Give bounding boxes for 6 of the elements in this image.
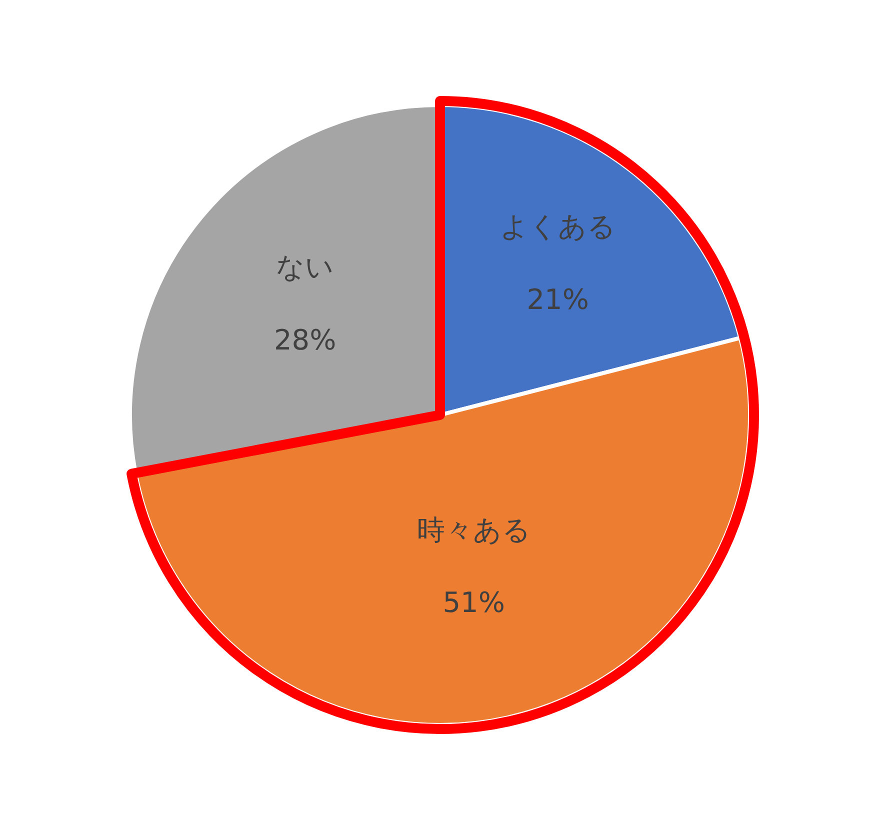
- data-label: 28%: [274, 323, 336, 356]
- slice-label: よくある: [500, 210, 616, 244]
- data-label: 51%: [442, 586, 505, 620]
- slice-label: 時々ある: [416, 513, 531, 546]
- data-label: 21%: [526, 283, 589, 316]
- slice-label: ない: [276, 250, 334, 284]
